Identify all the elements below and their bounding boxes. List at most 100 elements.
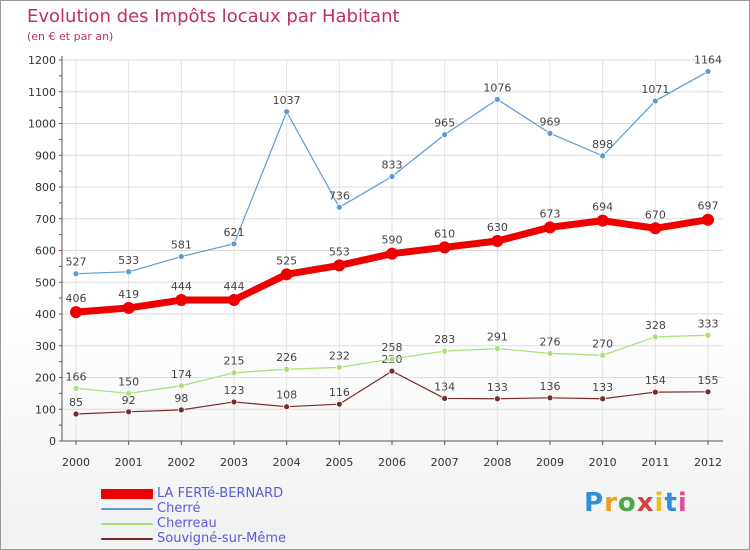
- x-tick-label: 2000: [62, 456, 90, 469]
- legend-swatch: [101, 537, 153, 540]
- legend-swatch: [101, 522, 153, 525]
- x-tick-label: 2012: [694, 456, 722, 469]
- data-point: [125, 408, 133, 416]
- y-tick-label: 400: [35, 308, 56, 321]
- logo-letter: t: [664, 488, 678, 518]
- y-tick: 1100: [28, 86, 56, 99]
- data-point: [599, 351, 607, 359]
- y-tick: 300: [35, 340, 56, 353]
- y-tick: 1000: [28, 118, 56, 131]
- data-point: [493, 345, 501, 353]
- y-tick: 0: [49, 435, 56, 448]
- data-point: [333, 259, 346, 272]
- x-tick-label: 2005: [325, 456, 353, 469]
- logo-letter: r: [604, 488, 618, 518]
- data-point: [72, 270, 80, 278]
- data-label: 133: [592, 381, 613, 394]
- data-point: [125, 268, 133, 276]
- data-label: 85: [69, 396, 83, 409]
- data-point: [438, 241, 451, 254]
- y-tick: 400: [35, 308, 56, 321]
- data-point: [599, 152, 607, 160]
- data-point: [546, 129, 554, 137]
- y-tick-label: 0: [49, 435, 56, 448]
- data-point: [649, 222, 662, 235]
- data-label: 1037: [273, 94, 301, 107]
- data-label: 581: [171, 239, 192, 252]
- logo-letter: P: [584, 488, 605, 518]
- y-tick-label: 900: [35, 149, 56, 162]
- data-label: 965: [434, 117, 455, 130]
- data-label: 673: [540, 207, 561, 220]
- y-tick-label: 1200: [28, 54, 56, 67]
- data-point: [704, 68, 712, 75]
- logo-letter: i: [677, 488, 688, 518]
- data-label: 898: [592, 138, 613, 151]
- data-label: 553: [329, 245, 350, 258]
- data-point: [72, 384, 80, 392]
- legend-label: LA FERTé-BERNARD: [157, 486, 284, 501]
- data-label: 1071: [641, 83, 669, 96]
- y-tick-label: 100: [35, 403, 56, 416]
- data-point: [388, 173, 396, 180]
- data-point: [441, 395, 449, 402]
- data-label: 270: [592, 337, 613, 350]
- data-label: 328: [645, 319, 666, 332]
- data-label: 444: [224, 280, 245, 293]
- data-label: 406: [66, 292, 87, 305]
- data-label: 155: [698, 374, 719, 387]
- x-tick-label: 2011: [641, 456, 669, 469]
- data-point: [283, 403, 291, 411]
- data-label: 670: [645, 208, 666, 221]
- legend-swatch: [101, 507, 153, 510]
- y-tick-label: 1100: [28, 86, 56, 99]
- data-point: [70, 306, 82, 319]
- data-label: 697: [698, 200, 719, 213]
- data-label: 150: [118, 375, 139, 388]
- data-label: 136: [540, 380, 561, 393]
- y-tick: 200: [35, 372, 56, 385]
- data-point: [441, 131, 449, 139]
- data-point: [493, 95, 501, 103]
- legend-swatch: [101, 488, 153, 499]
- logo-letter: x: [636, 488, 655, 518]
- data-point: [651, 97, 659, 105]
- data-label: 123: [224, 384, 245, 397]
- data-label: 527: [66, 256, 87, 269]
- y-tick-label: 200: [35, 372, 56, 385]
- data-label: 610: [434, 227, 455, 240]
- data-point: [125, 389, 133, 397]
- y-tick: 900: [35, 149, 56, 162]
- data-label: 154: [645, 374, 666, 387]
- y-tick: 500: [35, 276, 56, 289]
- data-label: 969: [540, 115, 561, 128]
- data-label: 525: [276, 254, 297, 267]
- data-point: [335, 363, 343, 371]
- x-tick-label: 2006: [378, 456, 406, 469]
- data-label: 98: [174, 392, 188, 405]
- data-point: [388, 367, 396, 375]
- data-point: [335, 400, 343, 408]
- data-point: [704, 388, 712, 396]
- y-tick: 1200: [28, 54, 56, 67]
- data-label: 174: [171, 368, 192, 381]
- y-tick: 100: [35, 403, 56, 416]
- data-label: 1164: [694, 53, 722, 66]
- data-point: [175, 294, 188, 307]
- data-label: 276: [540, 335, 561, 348]
- x-tick-label: 2009: [536, 456, 564, 469]
- x-tick-label: 2003: [220, 456, 248, 469]
- data-point: [546, 349, 554, 357]
- x-tick-label: 2010: [589, 456, 617, 469]
- data-point: [596, 214, 609, 227]
- data-point: [177, 253, 185, 260]
- data-label: 333: [698, 317, 719, 330]
- y-tick-label: 1000: [28, 118, 56, 131]
- data-label: 590: [382, 234, 403, 247]
- data-label: 133: [487, 381, 508, 394]
- y-tick: 700: [35, 213, 56, 226]
- data-label: 134: [434, 380, 455, 393]
- data-point: [544, 221, 556, 234]
- data-label: 291: [487, 331, 508, 344]
